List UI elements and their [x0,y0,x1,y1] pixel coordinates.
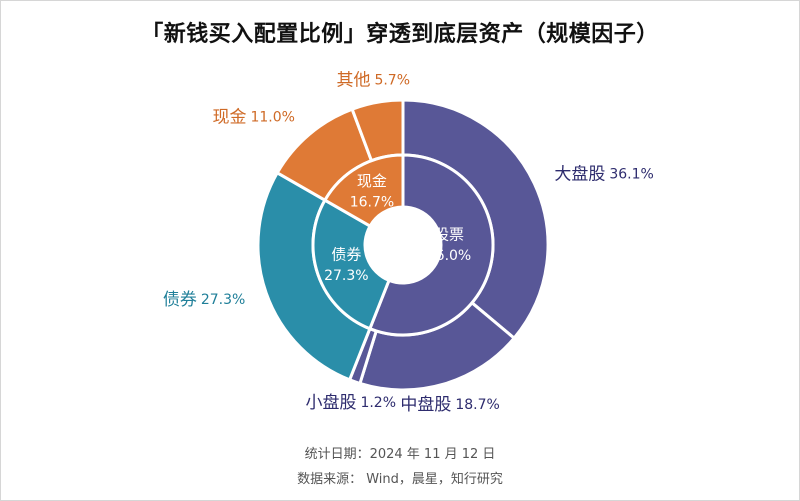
outer-label-name-5: 其他 [336,71,370,91]
outer-label-1: 中盘股 18.7% [400,395,499,415]
stat-date: 统计日期：2024 年 11 月 12 日 [304,447,496,462]
inner-slice-1 [311,198,391,331]
inner-slice-0 [368,153,495,337]
outer-label-value-2: 1.2% [360,395,396,411]
outer-label-2: 小盘股 1.2% [305,393,396,413]
outer-label-value-1: 18.7% [455,397,499,413]
inner-label-name-0: 股票 [434,226,464,244]
outer-label-name-2: 小盘股 [305,393,356,413]
outer-label-4: 现金 11.0% [212,108,294,128]
outer-label-3: 债券 27.3% [163,290,245,310]
donut-hole [366,208,440,282]
inner-label-value-1: 27.3% [324,268,368,284]
outer-label-name-0: 大盘股 [554,164,605,184]
data-source: 数据来源： Wind，晨星，知行研究 [297,472,503,487]
outer-ring [256,98,550,392]
outer-label-name-3: 债券 [163,290,197,310]
inner-label-value-0: 56.0% [427,248,471,264]
inner-ring [311,153,495,337]
outer-label-value-3: 27.3% [201,292,245,308]
inner-label-name-2: 现金 [357,172,387,190]
outer-label-name-1: 中盘股 [400,395,451,415]
outer-label-5: 其他 5.7% [336,71,410,91]
outer-label-value-5: 5.7% [374,73,410,89]
inner-slice-2 [323,153,405,228]
outer-label-name-4: 现金 [212,108,246,128]
outer-label-0: 大盘股 36.1% [554,164,653,184]
outer-label-value-4: 11.0% [250,110,294,126]
inner-label-name-1: 债券 [331,245,361,263]
outer-label-value-0: 36.1% [609,166,653,182]
inner-label-value-2: 16.7% [350,194,394,210]
chart-title: 「新钱买入配置比例」穿透到底层资产（规模因子） [141,22,659,47]
